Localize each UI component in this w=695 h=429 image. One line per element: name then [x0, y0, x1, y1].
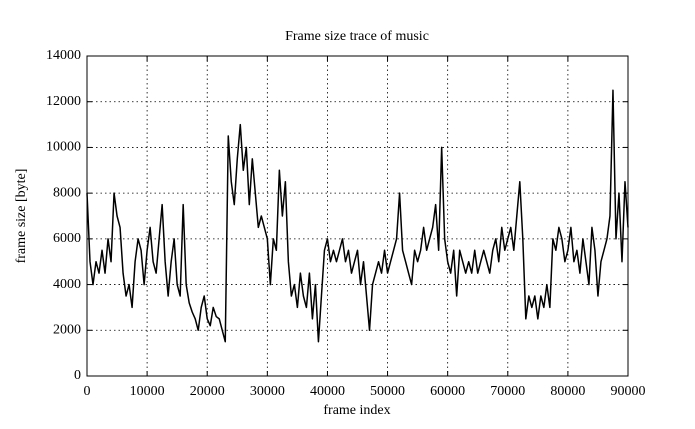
- y-tick-label: 2000: [53, 323, 81, 338]
- chart-title: Frame size trace of music: [285, 29, 429, 44]
- x-tick-label: 30000: [250, 384, 285, 399]
- y-tick-label: 12000: [46, 94, 81, 109]
- trace-line: [86, 89, 629, 343]
- y-tick-label: 4000: [53, 277, 81, 292]
- x-tick-label: 90000: [611, 384, 646, 399]
- y-axis-label: frame size [byte]: [14, 169, 29, 264]
- x-tick-label: 20000: [190, 384, 225, 399]
- x-tick-label: 80000: [550, 384, 585, 399]
- y-tick-label: 10000: [46, 140, 81, 155]
- x-axis-label: frame index: [323, 403, 390, 418]
- y-tick-label: 6000: [53, 231, 81, 246]
- x-tick-label: 50000: [370, 384, 405, 399]
- y-tick-label: 0: [74, 368, 81, 383]
- y-tick-label: 8000: [53, 185, 81, 200]
- x-tick-label: 10000: [130, 384, 165, 399]
- x-tick-label: 70000: [490, 384, 525, 399]
- plot-frame: [86, 55, 629, 377]
- x-tick-label: 0: [84, 384, 91, 399]
- x-tick-label: 60000: [430, 384, 465, 399]
- x-tick-label: 40000: [310, 384, 345, 399]
- y-tick-label: 14000: [46, 48, 81, 63]
